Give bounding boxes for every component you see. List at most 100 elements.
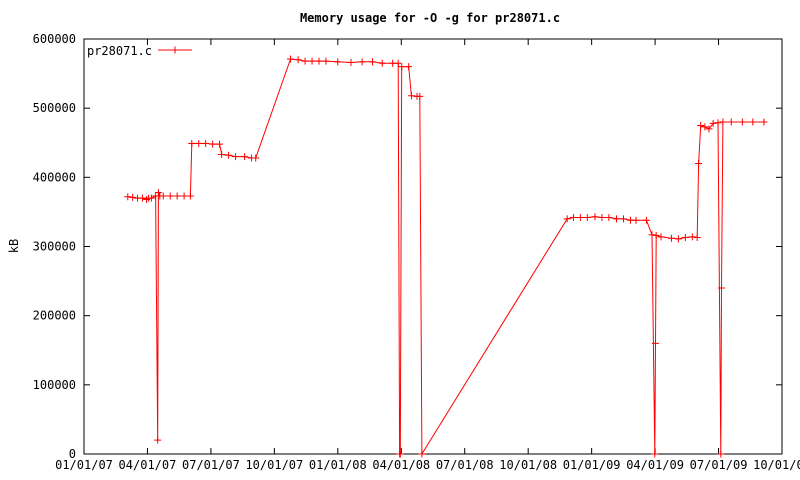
data-point (286, 55, 294, 63)
data-point (569, 213, 577, 221)
data-point (681, 234, 689, 242)
data-point (749, 118, 757, 126)
legend-point (171, 46, 179, 54)
data-point (695, 160, 703, 167)
data-point (154, 189, 162, 197)
data-point (613, 215, 621, 223)
data-point (632, 216, 640, 224)
y-tick-label: 100000 (33, 378, 76, 392)
data-point (218, 151, 226, 159)
data-point (301, 57, 309, 65)
x-tick-label: 07/01/09 (690, 458, 748, 472)
data-point (674, 235, 682, 243)
data-point (398, 63, 406, 71)
data-point (159, 192, 167, 200)
data-point (315, 57, 323, 65)
x-tick-label: 01/01/08 (309, 458, 367, 472)
data-point (186, 192, 194, 200)
data-point (719, 118, 727, 126)
data-point (308, 57, 316, 65)
data-point (591, 213, 599, 221)
data-point (378, 59, 386, 67)
data-point (225, 151, 233, 159)
data-point (147, 194, 155, 202)
data-point (598, 213, 606, 221)
data-point (583, 213, 591, 221)
x-tick-label: 07/01/07 (182, 458, 240, 472)
data-point (760, 118, 768, 126)
data-point (709, 119, 717, 127)
data-point (717, 450, 725, 458)
data-point (701, 123, 709, 131)
data-point (714, 119, 722, 127)
y-tick-label: 300000 (33, 240, 76, 254)
x-tick-label: 04/01/07 (119, 458, 177, 472)
x-tick-label: 07/01/08 (436, 458, 494, 472)
data-point (334, 58, 342, 66)
data-point (576, 213, 584, 221)
data-point (405, 63, 413, 71)
data-point (138, 194, 146, 202)
data-point (697, 121, 705, 129)
data-point (705, 125, 713, 133)
y-tick-label: 200000 (33, 309, 76, 323)
y-tick-label: 0 (69, 447, 76, 461)
data-point (657, 233, 665, 241)
data-point (209, 140, 217, 148)
data-point (166, 192, 174, 200)
legend: pr28071.c (87, 44, 192, 58)
data-point (642, 216, 650, 224)
data-point (369, 58, 377, 66)
data-point (651, 450, 659, 458)
data-point (188, 139, 196, 147)
legend-label: pr28071.c (87, 44, 152, 58)
data-point (605, 213, 613, 221)
x-tick-label: 01/01/07 (55, 458, 113, 472)
data-point (738, 118, 746, 126)
data-point (173, 192, 181, 200)
data-point (651, 339, 659, 347)
data-point (718, 284, 726, 292)
data-point (563, 215, 571, 223)
data-point (232, 153, 240, 161)
data-point (202, 139, 210, 147)
plot-frame (83, 38, 783, 455)
data-point (396, 450, 404, 458)
data-point (619, 215, 627, 223)
series-pr28071 (124, 55, 768, 458)
y-tick-label: 600000 (33, 32, 76, 46)
data-point (195, 139, 203, 147)
x-tick-label: 04/01/09 (626, 458, 684, 472)
data-point (241, 153, 249, 161)
data-point (688, 233, 696, 241)
data-point (358, 58, 366, 66)
data-point (667, 234, 675, 242)
data-point (652, 231, 660, 239)
data-point (394, 59, 402, 67)
data-point (180, 192, 188, 200)
chart-title: Memory usage for -O -g for pr28071.c (300, 11, 560, 25)
x-tick-label: 04/01/08 (372, 458, 430, 472)
data-point (416, 92, 424, 100)
data-point (418, 450, 426, 458)
y-axis-label: kB (7, 239, 21, 253)
legend-marker (171, 46, 179, 54)
data-point (347, 59, 355, 67)
data-point (216, 140, 224, 148)
data-point (252, 154, 260, 162)
y-tick-label: 400000 (33, 170, 76, 184)
series-line (127, 58, 764, 456)
x-tick-label: 10/01/09 (753, 458, 800, 472)
y-tick-label: 500000 (33, 101, 76, 115)
x-axis: 01/01/07 04/01/07 07/01/07 10/01/07 01/01/08… (55, 39, 800, 472)
x-tick-label: 10/01/07 (245, 458, 303, 472)
data-point (693, 234, 701, 242)
x-tick-label: 01/01/09 (563, 458, 621, 472)
y-axis: 0 100000 200000 300000 400000 500000 600000 (33, 32, 782, 461)
data-point (322, 57, 330, 65)
data-point (129, 193, 137, 201)
data-point (407, 92, 415, 100)
data-point (648, 231, 656, 239)
x-tick-label: 10/01/08 (499, 458, 557, 472)
